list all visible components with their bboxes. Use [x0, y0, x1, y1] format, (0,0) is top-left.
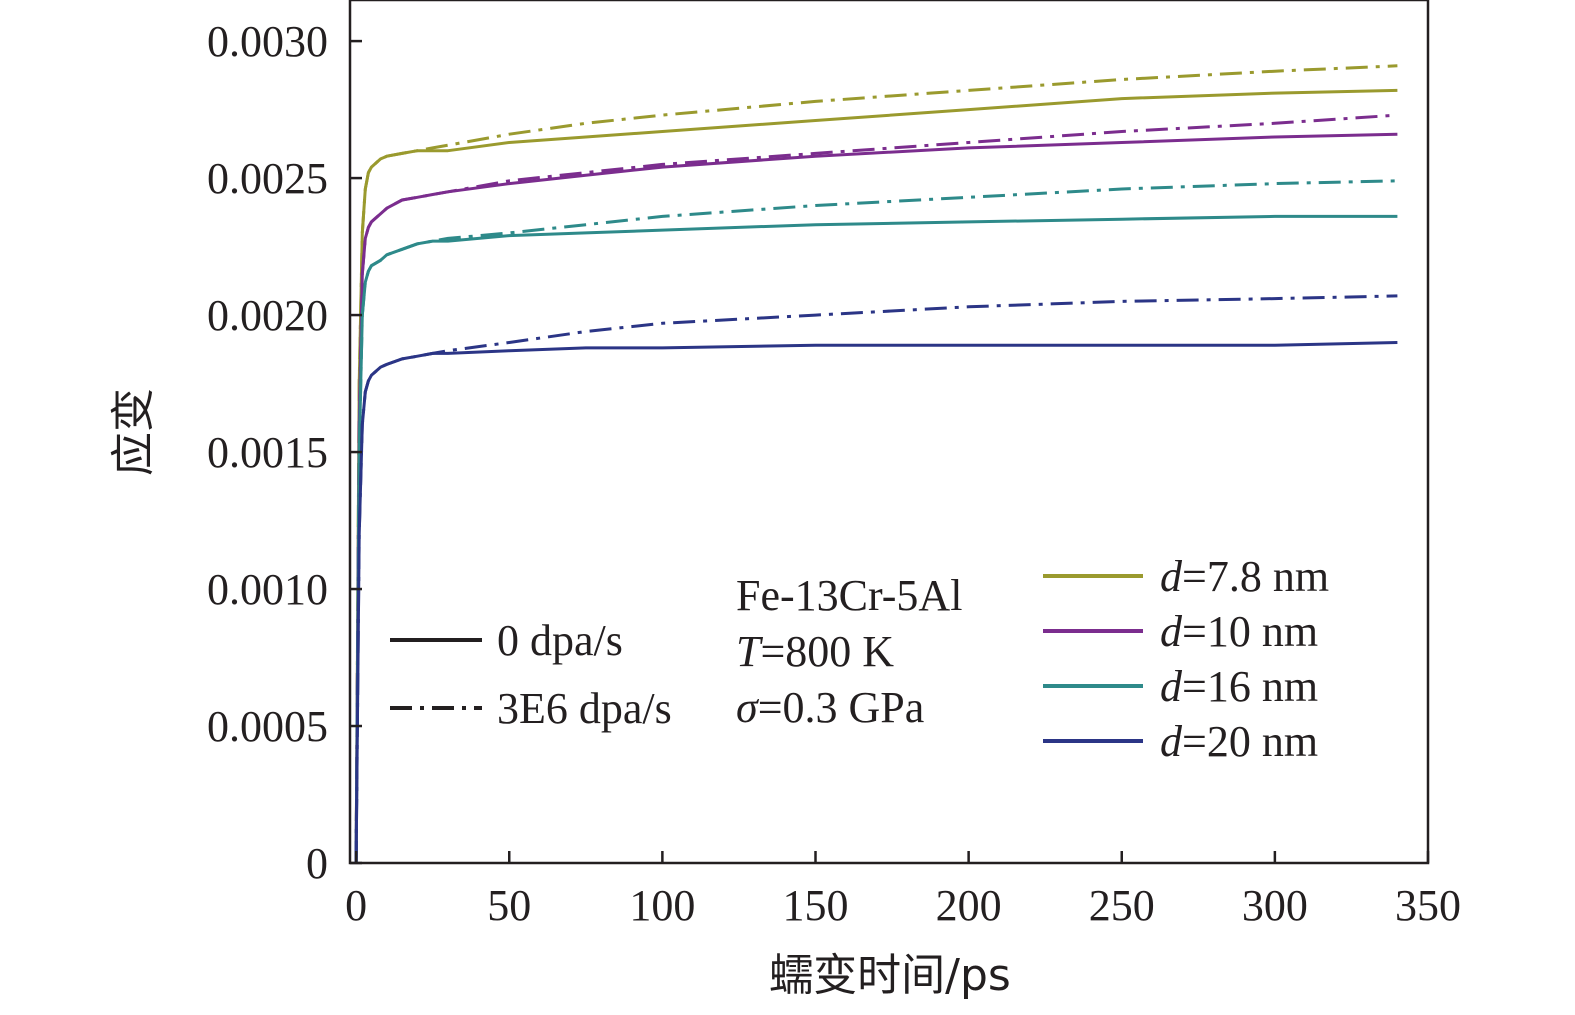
x-tick-label: 100: [629, 881, 695, 930]
y-tick-label: 0.0010: [207, 565, 328, 614]
legend-condition: Fe-13Cr-5Al: [736, 571, 962, 620]
legend-size-label: d=7.8 nm: [1160, 552, 1329, 601]
legend-style-label: 0 dpa/s: [497, 616, 623, 665]
legend-size-label: d=16 nm: [1160, 662, 1318, 711]
x-tick-label: 0: [345, 881, 367, 930]
series-line-1: [354, 64, 1398, 864]
series-line-7: [354, 294, 1398, 864]
x-tick-label: 250: [1089, 881, 1155, 930]
x-axis: 0 50 100 150 200 250 300 350: [345, 851, 1461, 930]
y-tick-label: 0.0005: [207, 702, 328, 751]
y-tick-label: 0.0020: [207, 291, 328, 340]
y-tick-label: 0: [306, 839, 328, 888]
y-axis-title: 应变: [108, 388, 159, 476]
y-tick-label: 0.0025: [207, 154, 328, 203]
y-tick-label: 0.0030: [207, 17, 328, 66]
legend-conditions: Fe-13Cr-5Al T=800 K σ=0.3 GPa: [736, 571, 962, 732]
x-tick-label: 150: [783, 881, 849, 930]
x-tick-label: 50: [487, 881, 531, 930]
legend-condition: T=800 K: [736, 627, 894, 676]
x-tick-label: 350: [1395, 881, 1461, 930]
legend-condition: σ=0.3 GPa: [736, 683, 924, 732]
y-axis: 0 0.0005 0.0010 0.0015 0.0020 0.0025 0.0030: [207, 17, 362, 888]
x-tick-label: 300: [1242, 881, 1308, 930]
x-axis-title: 蠕变时间/ps: [769, 950, 1011, 1001]
series-layer: [354, 64, 1398, 864]
legend-size-label: d=20 nm: [1160, 717, 1318, 766]
series-line-3: [354, 113, 1398, 864]
plot-frame: [348, 0, 1430, 865]
legend-size-label: d=10 nm: [1160, 607, 1318, 656]
series-line-4: [354, 214, 1398, 864]
legend-style: 0 dpa/s 3E6 dpa/s: [390, 616, 672, 733]
legend-style-label: 3E6 dpa/s: [497, 684, 672, 733]
x-tick-label: 200: [936, 881, 1002, 930]
y-tick-label: 0.0015: [207, 428, 328, 477]
series-line-5: [354, 179, 1398, 864]
legend-sizes: d=7.8 nm d=10 nm d=16 nm d=20 nm: [1043, 552, 1329, 766]
